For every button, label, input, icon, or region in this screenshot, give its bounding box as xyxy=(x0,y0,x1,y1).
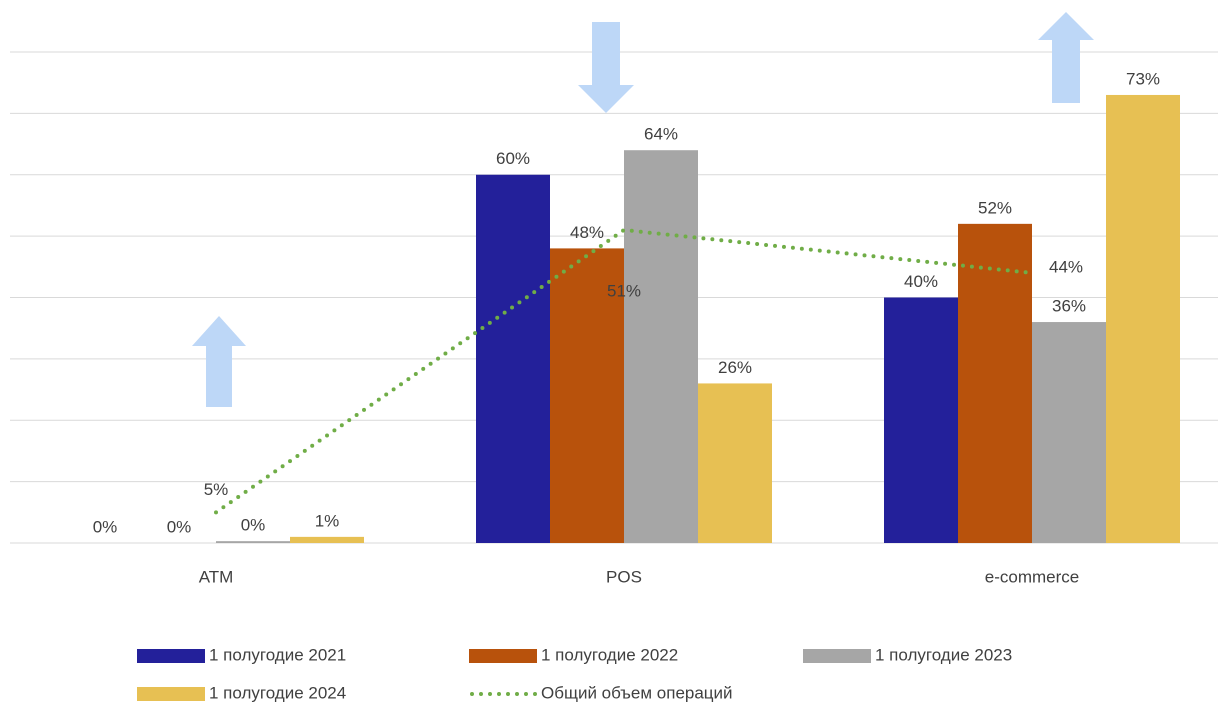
bar-label: 52% xyxy=(978,198,1012,217)
legend-swatch xyxy=(469,649,537,663)
arrow-up xyxy=(192,316,246,407)
legend-label: 1 полугодие 2024 xyxy=(209,683,346,702)
line-label: 5% xyxy=(204,480,229,499)
bar xyxy=(550,248,624,543)
x-tick-label: ATM xyxy=(199,567,234,586)
bar xyxy=(216,541,290,543)
legend-label: 1 полугодие 2021 xyxy=(209,645,346,664)
legend-label: 1 полугодие 2022 xyxy=(541,645,678,664)
bar-label: 73% xyxy=(1126,69,1160,88)
bar-label: 0% xyxy=(241,516,266,535)
bar xyxy=(624,150,698,543)
line-label: 44% xyxy=(1049,257,1083,276)
arrow-down xyxy=(578,22,634,113)
bar-label: 26% xyxy=(718,358,752,377)
arrow-up xyxy=(1038,12,1094,103)
bar xyxy=(958,223,1032,543)
bar-label: 0% xyxy=(167,517,192,536)
bar-label: 0% xyxy=(93,517,118,536)
legend-label: Общий объем операций xyxy=(541,683,733,702)
legend-label: 1 полугодие 2023 xyxy=(875,645,1012,664)
bar-label: 40% xyxy=(904,272,938,291)
legend-swatch xyxy=(803,649,871,663)
legend-swatch xyxy=(137,687,205,701)
line-label: 51% xyxy=(607,281,641,300)
bar xyxy=(698,383,772,543)
x-tick-label: e-commerce xyxy=(985,567,1079,586)
arrows xyxy=(192,12,1094,407)
legend-swatch xyxy=(137,649,205,663)
bar xyxy=(476,174,550,543)
bar-label: 64% xyxy=(644,125,678,144)
bar xyxy=(290,536,364,543)
bar xyxy=(884,297,958,543)
bar-label: 1% xyxy=(315,511,340,530)
bar xyxy=(1032,322,1106,543)
line xyxy=(214,227,1034,515)
bar-label: 36% xyxy=(1052,297,1086,316)
x-tick-label: POS xyxy=(606,567,642,586)
bar-label: 60% xyxy=(496,149,530,168)
bar-label: 48% xyxy=(570,223,604,242)
bar xyxy=(1106,94,1180,544)
